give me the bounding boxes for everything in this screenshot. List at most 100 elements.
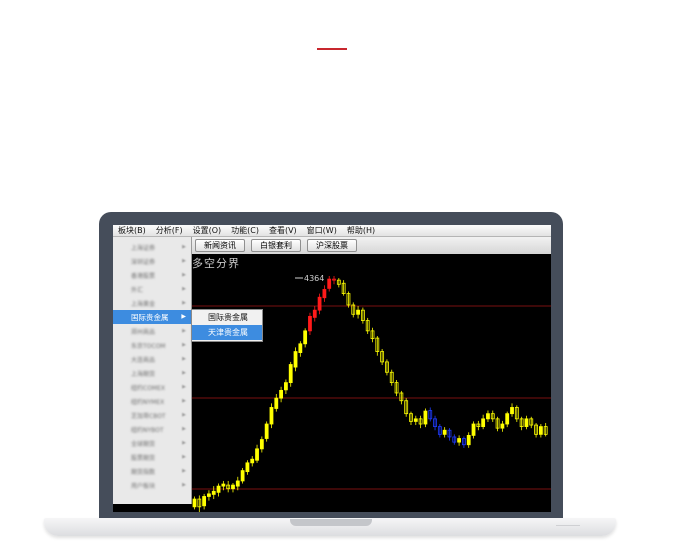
a-shares-button[interactable]: 沪深股票 (307, 239, 357, 252)
chevron-right-icon: ▶ (182, 286, 186, 292)
candle-body (375, 337, 380, 352)
laptop-notch (290, 519, 372, 526)
candle-body (442, 429, 447, 435)
candle-body (418, 418, 423, 425)
silver-arbitrage-button[interactable]: 白银套利 (251, 239, 301, 252)
sidebar-item-label: 股票期货 (131, 455, 156, 462)
candle-body (529, 418, 534, 426)
menu-plates[interactable]: 板块(B) (118, 226, 146, 235)
chart-title: 多空分界 (192, 257, 240, 270)
sidebar-item-label: 香港股票 (131, 273, 156, 280)
sidebar-item[interactable]: 期货指数 ▶ (113, 464, 191, 478)
candle-body (534, 424, 538, 435)
news-button[interactable]: 新闻资讯 (195, 239, 245, 252)
candle-body (351, 304, 356, 315)
chevron-right-icon: ▶ (182, 258, 186, 264)
menu-view[interactable]: 查看(V) (268, 226, 297, 235)
candle-body (202, 496, 207, 507)
chevron-right-icon: ▶ (182, 328, 186, 334)
candle-body (360, 309, 365, 321)
sidebar-item[interactable]: 上海证券 ▶ (113, 240, 191, 254)
sidebar-item[interactable]: 纽约COMEX ▶ (113, 380, 191, 394)
candle-body (312, 309, 317, 318)
candle-body (471, 423, 476, 436)
sidebar-item-label: 纽约NYBOT (131, 427, 164, 434)
sidebar-item[interactable]: 东京TOCOM ▶ (113, 338, 191, 352)
peak-price-label: 4364 (304, 274, 324, 283)
candle-body (288, 364, 293, 384)
menubar: 板块(B) 分析(F) 设置(O) 功能(C) 查看(V) 窗口(W) 帮助(H… (113, 225, 551, 237)
candle-body (327, 278, 332, 289)
menu-functions[interactable]: 功能(C) (231, 226, 259, 235)
laptop-base (44, 518, 616, 536)
candle-body (457, 438, 461, 443)
candle-body (394, 382, 399, 394)
candle-body (192, 498, 197, 508)
candle-body (346, 293, 351, 306)
sidebar-item[interactable]: 股票期货 ▶ (113, 450, 191, 464)
sidebar-item-label: 东京TOCOM (131, 343, 166, 350)
candle-body (428, 410, 433, 420)
candle-body (510, 407, 514, 415)
menu-help[interactable]: 帮助(H) (346, 226, 376, 235)
candle-body (490, 413, 495, 420)
candle-body (409, 413, 413, 422)
sidebar-item-label: 用户板块 (131, 483, 156, 490)
candle-body (332, 278, 336, 281)
chevron-right-icon: ▶ (182, 356, 186, 362)
sidebar-item[interactable]: 外汇 ▶ (113, 282, 191, 296)
sidebar-item[interactable]: 纽约NYBOT ▶ (113, 422, 191, 436)
sidebar-item[interactable]: 大连商品 ▶ (113, 352, 191, 366)
sidebar-item[interactable]: 用户板块 ▶ (113, 478, 191, 492)
sidebar-item-label: 国际贵金属 (131, 313, 169, 322)
sidebar-item[interactable]: 上海黄金 ▶ (113, 296, 191, 310)
sidebar-item-label: 上海期货 (131, 371, 156, 378)
candle-body (380, 351, 385, 363)
chevron-right-icon: ▶ (182, 440, 186, 446)
menu-settings[interactable]: 设置(O) (192, 226, 222, 235)
candle-body (341, 282, 346, 294)
sidebar-item[interactable]: 香港股票 ▶ (113, 268, 191, 282)
sidebar-item[interactable]: 纽约NYMEX ▶ (113, 394, 191, 408)
candle-body (322, 289, 327, 299)
chevron-right-icon: ▶ (182, 300, 186, 306)
candle-body (216, 485, 221, 493)
candle-body (476, 423, 481, 428)
candle-body (308, 315, 312, 332)
sidebar-item-label: 上海黄金 (131, 301, 156, 308)
chevron-right-icon: ▶ (182, 398, 186, 404)
candle-body (303, 330, 308, 345)
toolbar: 新闻资讯 白银套利 沪深股票 (191, 237, 551, 254)
menu-window[interactable]: 窗口(W) (306, 226, 337, 235)
chevron-right-icon: ▶ (182, 412, 186, 418)
candle-body (519, 418, 524, 428)
sidebar-menu: 上海证券 ▶ 深圳证券 ▶ 香港股票 ▶ 外汇 ▶ 上海黄金 ▶ 国际贵金属 ▶ 郑州商品 ▶ 东京TOCO… (113, 237, 192, 504)
candle-body (423, 410, 428, 425)
candle-body (495, 418, 500, 429)
candle-body (500, 423, 505, 429)
sidebar-item[interactable]: 国际贵金属 ▶ (113, 310, 191, 324)
candle-body (404, 400, 409, 415)
chevron-right-icon: ▶ (181, 313, 186, 320)
candle-body (279, 389, 283, 399)
sidebar-item[interactable]: 全球期货 ▶ (113, 436, 191, 450)
sidebar-item-label: 郑州商品 (131, 329, 156, 336)
candle-body (240, 470, 245, 482)
candle-body (197, 498, 202, 508)
sidebar-item[interactable]: 上海期货 ▶ (113, 366, 191, 380)
candle-body (336, 279, 341, 285)
candle-body (505, 413, 510, 425)
candle-body (231, 484, 235, 490)
accent-dash (317, 48, 347, 50)
sidebar-item[interactable]: 郑州商品 ▶ (113, 324, 191, 338)
submenu-item-tianjin-metals[interactable]: 天津贵金属 (192, 325, 262, 340)
candle-body (269, 407, 274, 425)
sidebar-item-label: 纽约NYMEX (131, 399, 165, 406)
sidebar-item-label: 大连商品 (131, 357, 156, 364)
sidebar-item[interactable]: 芝加哥CBOT ▶ (113, 408, 191, 422)
sidebar-item-label: 纽约COMEX (131, 385, 165, 392)
menu-analysis[interactable]: 分析(F) (155, 226, 183, 235)
sidebar-item[interactable]: 深圳证券 ▶ (113, 254, 191, 268)
submenu-item-international-metals[interactable]: 国际贵金属 (208, 313, 248, 322)
candle-body (385, 361, 389, 373)
